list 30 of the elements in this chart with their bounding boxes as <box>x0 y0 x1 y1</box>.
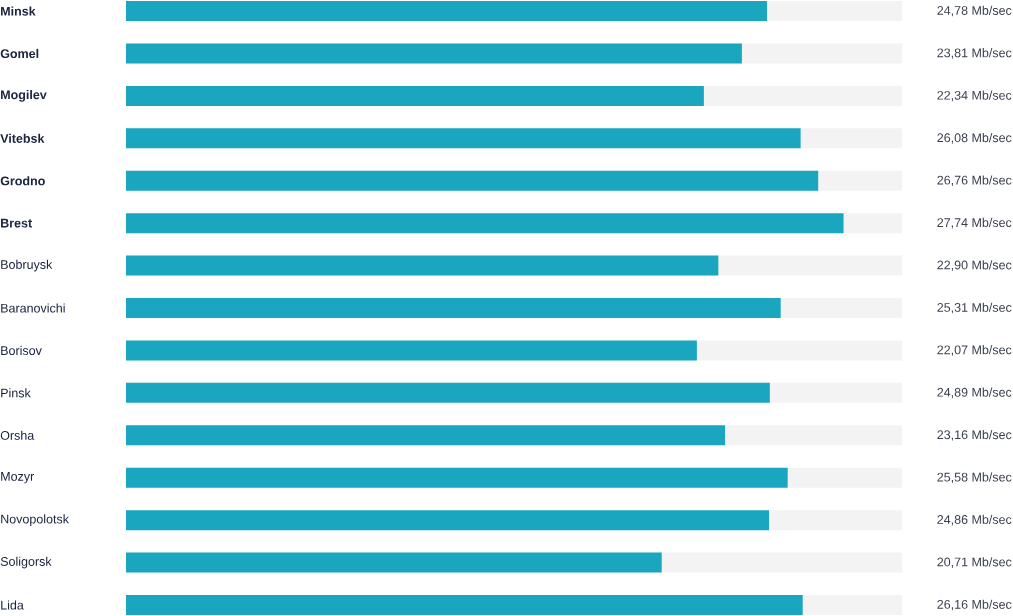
data-label: 27,74 Mb/sec <box>937 217 1012 229</box>
y-tick-label: Brest <box>1 218 32 228</box>
y-tick-label: Mozyr <box>1 472 35 484</box>
y-tick-label: Minsk <box>1 6 36 16</box>
data-label: 24,89 Mb/sec <box>937 387 1012 399</box>
y-tick-label: Soligorsk <box>0 556 52 569</box>
data-label: 22,07 Mb/sec <box>937 345 1012 356</box>
data-label: 26,08 Mb/sec <box>937 132 1012 144</box>
data-label: 26,76 Mb/sec <box>937 175 1012 187</box>
data-label: 20,71 Mb/sec <box>937 557 1012 568</box>
data-label: 23,81 Mb/sec <box>937 48 1012 59</box>
y-tick-label: Novopolotsk <box>1 514 69 526</box>
data-label: 23,16 Mb/sec <box>937 429 1012 441</box>
data-label: 24,78 Mb/sec <box>937 5 1012 17</box>
y-tick-label: Grodno <box>0 176 45 186</box>
y-tick-label: Bobruysk <box>1 259 53 272</box>
data-label: 26,16 Mb/sec <box>937 599 1012 611</box>
y-tick-label: Baranovichi <box>1 303 65 313</box>
y-tick-label: Orsha <box>0 430 35 440</box>
y-tick-label: Pinsk <box>1 388 31 398</box>
y-tick-label: Mogilev <box>1 90 47 102</box>
y-tick-label: Vitebsk <box>0 133 45 143</box>
y-tick-label: Gomel <box>0 48 39 59</box>
y-tick-label: Lida <box>1 600 24 610</box>
data-label: 24,86 Mb/sec <box>937 514 1012 526</box>
data-label: 25,58 Mb/sec <box>937 472 1012 484</box>
data-label: 22,34 Mb/sec <box>937 90 1012 102</box>
data-label: 22,90 Mb/sec <box>937 260 1012 271</box>
y-tick-label: Borisov <box>1 345 42 356</box>
data-label: 25,31 Mb/sec <box>937 302 1012 314</box>
